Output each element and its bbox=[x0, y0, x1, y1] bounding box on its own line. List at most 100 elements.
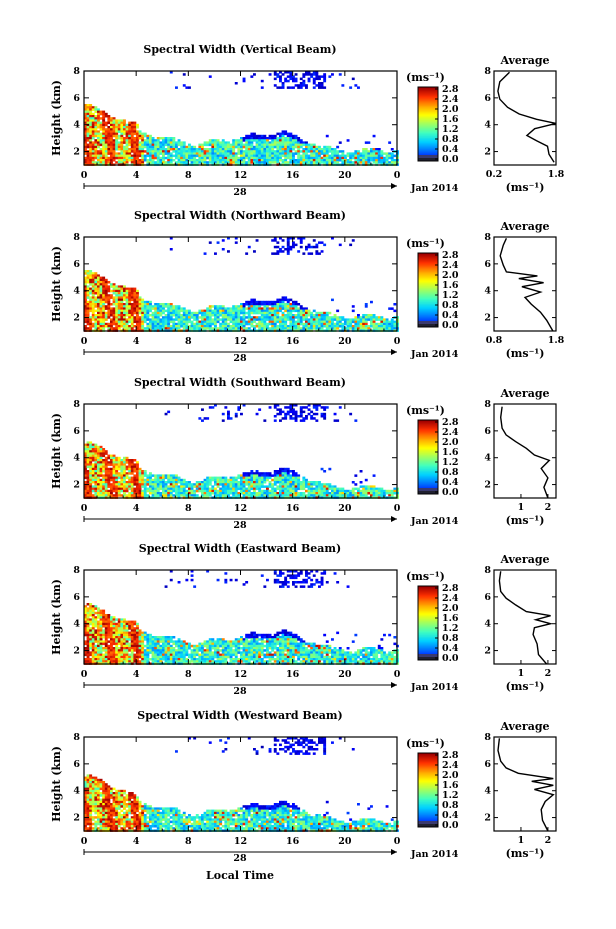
colorbar-swatch bbox=[418, 754, 438, 756]
average-frame bbox=[493, 403, 557, 499]
avg-x-tick-label: 1.8 bbox=[548, 169, 565, 180]
avg-y-tick-label: 6 bbox=[484, 426, 491, 437]
colorbar-swatch bbox=[418, 257, 438, 260]
colorbar-swatch bbox=[418, 439, 438, 442]
y-tick-label: 6 bbox=[73, 759, 80, 770]
colorbar-swatch bbox=[418, 122, 438, 125]
avg-x-tick-label: 2 bbox=[545, 502, 552, 513]
colorbar-swatch bbox=[418, 140, 438, 142]
x-tick-label: 20 bbox=[338, 170, 352, 181]
colorbar-tick-label: 0.8 bbox=[442, 800, 459, 811]
y-tick-label: 8 bbox=[73, 565, 80, 576]
colorbar-swatch bbox=[418, 618, 438, 620]
colorbar-base-band bbox=[418, 657, 438, 660]
colorbar-unit: (ms⁻¹) bbox=[406, 404, 445, 417]
day-span-arrowhead bbox=[391, 349, 397, 355]
avg-x-axis-label: (ms⁻¹) bbox=[506, 847, 545, 860]
day-span-arrowhead bbox=[391, 183, 397, 189]
date-label: Jan 2014 bbox=[410, 849, 459, 860]
average-frame bbox=[493, 736, 557, 832]
colorbar-swatch bbox=[418, 627, 438, 630]
colorbar-swatch bbox=[418, 639, 438, 641]
avg-x-tick-label: 0.8 bbox=[486, 335, 503, 346]
colorbar-swatch bbox=[418, 590, 438, 593]
colorbar-swatch bbox=[418, 276, 438, 279]
colorbar-swatch bbox=[418, 100, 438, 103]
colorbar-swatch bbox=[418, 604, 438, 607]
colorbar-swatch bbox=[418, 593, 438, 596]
colorbar-frame bbox=[417, 86, 439, 162]
colorbar-swatch bbox=[418, 287, 438, 290]
colorbar-swatch bbox=[418, 438, 438, 441]
colorbar-swatch bbox=[418, 282, 438, 285]
panel-title: Spectral Width (Westward Beam) bbox=[137, 709, 342, 722]
colorbar-swatch bbox=[418, 271, 438, 274]
avg-x-tick-label: 0.2 bbox=[486, 169, 503, 180]
colorbar-swatch bbox=[418, 420, 438, 422]
colorbar-swatch bbox=[418, 94, 438, 97]
x-tick-label: 20 bbox=[338, 669, 352, 680]
colorbar-swatch bbox=[418, 265, 438, 267]
avg-y-tick-label: 8 bbox=[484, 732, 491, 743]
colorbar-swatch bbox=[418, 809, 438, 812]
colorbar-swatch bbox=[418, 802, 438, 804]
day-span-arrowhead bbox=[391, 849, 397, 855]
avg-x-axis-label: (ms⁻¹) bbox=[506, 347, 545, 360]
colorbar-tick-label: 0.4 bbox=[442, 144, 459, 155]
date-label: Jan 2014 bbox=[410, 516, 459, 527]
colorbar-swatch bbox=[418, 814, 438, 817]
colorbar-swatch bbox=[418, 619, 438, 621]
y-axis-label: Height (km) bbox=[50, 413, 63, 489]
day-label: 28 bbox=[233, 853, 247, 864]
colorbar-tick-label: 2.8 bbox=[442, 417, 459, 428]
colorbar-swatch bbox=[418, 589, 438, 592]
avg-y-tick-label: 4 bbox=[484, 120, 491, 131]
y-tick-label: 8 bbox=[73, 66, 80, 77]
colorbar-swatch bbox=[418, 636, 438, 639]
avg-y-tick-label: 2 bbox=[484, 147, 491, 158]
average-profile-line bbox=[498, 571, 554, 665]
colorbar-swatch bbox=[418, 89, 438, 92]
colorbar-swatch bbox=[418, 603, 438, 605]
colorbar-low-band bbox=[418, 321, 438, 324]
colorbar-swatch bbox=[418, 273, 438, 276]
colorbar-swatch bbox=[418, 454, 438, 457]
colorbar-swatch bbox=[418, 275, 438, 277]
colorbar-swatch bbox=[418, 98, 438, 100]
x-tick-label: 0 bbox=[394, 503, 401, 514]
colorbar-tick-label: 0.8 bbox=[442, 134, 459, 145]
colorbar-tick-label: 1.2 bbox=[442, 124, 459, 135]
colorbar-swatch bbox=[418, 117, 438, 120]
colorbar-tick-label: 2.8 bbox=[442, 250, 459, 261]
day-label: 28 bbox=[233, 520, 247, 531]
colorbar-swatch bbox=[418, 803, 438, 806]
colorbar-swatch bbox=[418, 762, 438, 765]
colorbar-swatch bbox=[418, 808, 438, 811]
colorbar-swatch bbox=[418, 810, 438, 813]
colorbar-swatch bbox=[418, 632, 438, 635]
colorbar-base-band bbox=[418, 324, 438, 327]
colorbar-swatch bbox=[418, 459, 438, 462]
colorbar-swatch bbox=[418, 149, 438, 152]
colorbar-swatch bbox=[418, 588, 438, 591]
avg-y-tick-label: 4 bbox=[484, 453, 491, 464]
average-title: Average bbox=[499, 387, 549, 400]
y-tick-label: 2 bbox=[73, 646, 80, 657]
colorbar-swatch bbox=[418, 126, 438, 129]
colorbar: 0.00.40.81.21.62.02.42.8 bbox=[417, 417, 459, 498]
beam-panel-4: Spectral Width (Eastward Beam) 2 4 6 8 Height… bbox=[50, 542, 557, 697]
y-tick-label: 8 bbox=[73, 399, 80, 410]
colorbar-swatch bbox=[418, 308, 438, 311]
colorbar-tick-label: 0.8 bbox=[442, 633, 459, 644]
colorbar-swatch bbox=[418, 91, 438, 94]
colorbar-swatch bbox=[418, 445, 438, 448]
date-label: Jan 2014 bbox=[410, 349, 459, 360]
colorbar-swatch bbox=[418, 806, 438, 808]
x-tick-label: 12 bbox=[234, 170, 247, 181]
colorbar-tick-label: 0.0 bbox=[442, 653, 459, 664]
colorbar-swatch bbox=[418, 621, 438, 624]
average-frame bbox=[493, 569, 557, 665]
colorbar-swatch bbox=[418, 796, 438, 798]
x-tick-label: 0 bbox=[81, 669, 88, 680]
